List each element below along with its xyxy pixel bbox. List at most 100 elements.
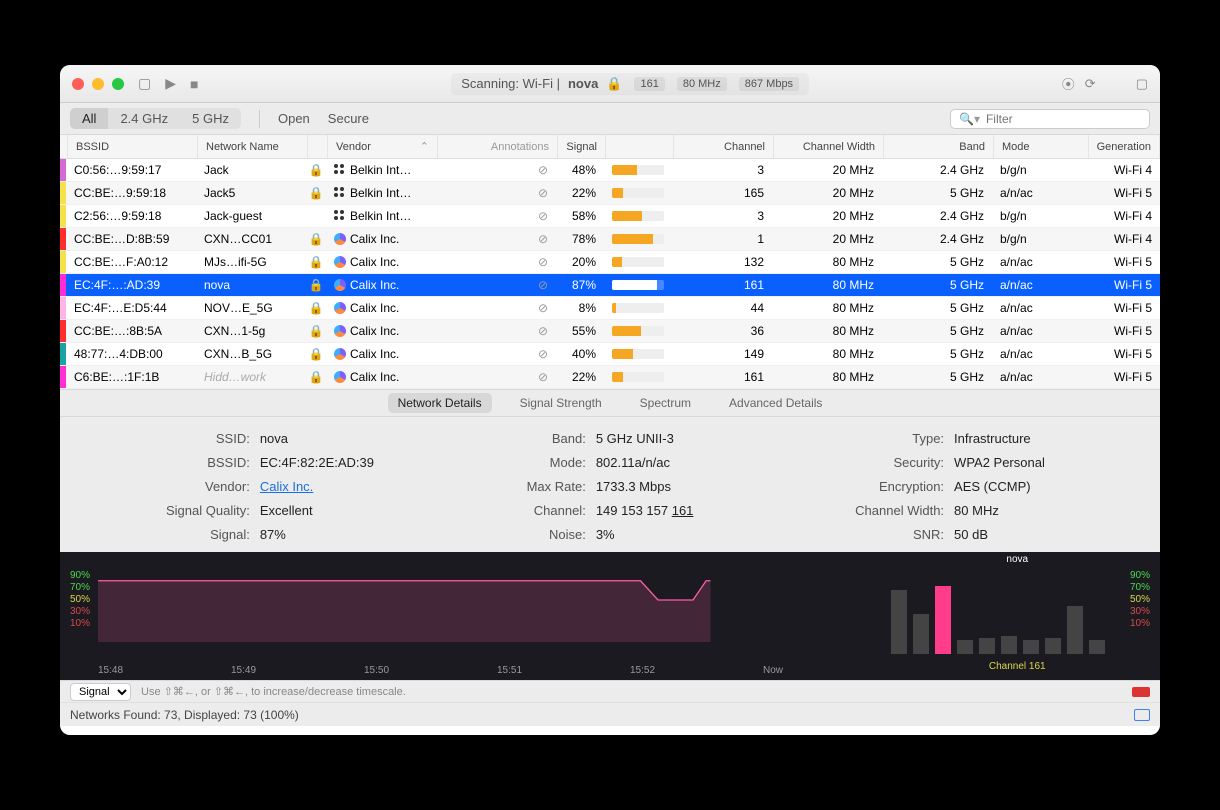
scan-status: Scanning: Wi-Fi | nova 🔒 161 80 MHz 867 …	[451, 73, 809, 95]
channel-bar	[1001, 636, 1017, 654]
table-row[interactable]: C0:56:…9:59:17Jack🔒 Belkin Int…⊘48%320 M…	[60, 159, 1160, 182]
cell-width: 20 MHz	[772, 186, 882, 200]
charts: 90% 70% 50% 30% 10% 15:4815:4915:5015:51…	[60, 552, 1160, 680]
zoom-button[interactable]	[112, 78, 124, 90]
header-Channel[interactable]: Channel	[674, 135, 774, 158]
detail-value: nova	[260, 431, 440, 446]
cell-bssid: CC:BE:…D:8B:59	[66, 232, 196, 246]
header-Vendor[interactable]: Vendor ⌃	[328, 135, 438, 158]
lock-icon: 🔒	[306, 324, 326, 338]
table-row[interactable]: CC:BE:…F:A0:12MJs…ifi-5G🔒 Calix Inc.⊘20%…	[60, 251, 1160, 274]
header-Mode[interactable]: Mode	[994, 135, 1089, 158]
cell-band: 5 GHz	[882, 324, 992, 338]
detail-key: Type:	[780, 431, 944, 446]
cell-channel: 165	[672, 186, 772, 200]
header-Channel Width[interactable]: Channel Width	[774, 135, 884, 158]
cell-network: NOV…E_5G	[196, 301, 306, 315]
channel-pill: 161	[634, 77, 664, 91]
filter-open[interactable]: Open	[278, 111, 310, 126]
cell-vendor: Calix Inc.	[326, 347, 436, 361]
header-Network Name[interactable]: Network Name	[198, 135, 308, 158]
lock-icon: 🔒	[306, 163, 326, 177]
cell-annotations: ⊘	[436, 255, 556, 269]
x-label: Now	[763, 665, 783, 676]
vendor-link[interactable]: Calix Inc.	[260, 479, 313, 494]
cell-channel: 132	[672, 255, 772, 269]
header-Annotations[interactable]: Annotations	[438, 135, 558, 158]
cell-annotations: ⊘	[436, 232, 556, 246]
stop-icon[interactable]: ■	[190, 76, 198, 92]
cell-mode: a/n/ac	[992, 301, 1087, 315]
cell-band: 2.4 GHz	[882, 232, 992, 246]
cell-mode: a/n/ac	[992, 347, 1087, 361]
detail-key: Vendor:	[100, 479, 250, 494]
panel-toggle-icon[interactable]: ▢	[1136, 76, 1148, 92]
detail-key: Band:	[440, 431, 586, 446]
divider	[259, 110, 260, 128]
detail-value: 87%	[260, 527, 440, 542]
cell-network: Hidd…work	[196, 370, 306, 384]
lock-icon: 🔒	[606, 76, 622, 92]
cell-width: 20 MHz	[772, 163, 882, 177]
titlebar: ▢ ▶ ■ Scanning: Wi-Fi | nova 🔒 161 80 MH…	[60, 65, 1160, 103]
cell-channel: 161	[672, 278, 772, 292]
detail-key: Max Rate:	[440, 479, 586, 494]
cell-bssid: EC:4F:…:AD:39	[66, 278, 196, 292]
header-BSSID[interactable]: BSSID	[68, 135, 198, 158]
search-box[interactable]: 🔍▾	[950, 109, 1150, 129]
tab-signal-strength[interactable]: Signal Strength	[510, 393, 612, 413]
status-network: nova	[568, 76, 598, 91]
cell-generation: Wi-Fi 5	[1087, 301, 1160, 315]
channel-bar	[1067, 606, 1083, 654]
header-Band[interactable]: Band	[884, 135, 994, 158]
segment-2.4-ghz[interactable]: 2.4 GHz	[108, 108, 180, 129]
cell-vendor: Calix Inc.	[326, 255, 436, 269]
table-row[interactable]: C2:56:…9:59:18Jack-guest Belkin Int…⊘58%…	[60, 205, 1160, 228]
close-button[interactable]	[72, 78, 84, 90]
table-row[interactable]: EC:4F:…:AD:39nova🔒 Calix Inc.⊘87%16180 M…	[60, 274, 1160, 297]
cell-annotations: ⊘	[436, 278, 556, 292]
detail-tabs: Network Details Signal Strength Spectrum Ad…	[60, 389, 1160, 417]
view-toggle-icon[interactable]	[1134, 709, 1150, 721]
search-input[interactable]	[986, 112, 1141, 126]
cell-bssid: CC:BE:…9:59:18	[66, 186, 196, 200]
signal-icon[interactable]: ⦿	[1062, 74, 1075, 93]
cell-generation: Wi-Fi 5	[1087, 324, 1160, 338]
tab-network-details[interactable]: Network Details	[388, 393, 492, 413]
segment-all[interactable]: All	[70, 108, 108, 129]
cell-signal: 8%	[556, 301, 604, 315]
filter-secure[interactable]: Secure	[328, 111, 369, 126]
table-row[interactable]: CC:BE:…D:8B:59CXN…CC01🔒 Calix Inc.⊘78%12…	[60, 228, 1160, 251]
status-text: Scanning: Wi-Fi |	[461, 76, 560, 91]
cell-generation: Wi-Fi 5	[1087, 370, 1160, 384]
cell-network: Jack	[196, 163, 306, 177]
segment-5-ghz[interactable]: 5 GHz	[180, 108, 241, 129]
header-Generation[interactable]: Generation	[1089, 135, 1160, 158]
detail-key: SNR:	[780, 527, 944, 542]
cell-annotations: ⊘	[436, 301, 556, 315]
table-row[interactable]: CC:BE:…9:59:18Jack5🔒 Belkin Int…⊘22%1652…	[60, 182, 1160, 205]
table-row[interactable]: CC:BE:…:8B:5ACXN…1-5g🔒 Calix Inc.⊘55%368…	[60, 320, 1160, 343]
table-row[interactable]: 48:77:…4:DB:00CXN…B_5G🔒 Calix Inc.⊘40%14…	[60, 343, 1160, 366]
cell-width: 80 MHz	[772, 278, 882, 292]
header-col2[interactable]	[308, 135, 328, 158]
cell-vendor: Calix Inc.	[326, 278, 436, 292]
detail-key: Mode:	[440, 455, 586, 470]
cell-channel: 44	[672, 301, 772, 315]
header-col6[interactable]	[606, 135, 674, 158]
chart-mode-select[interactable]: Signal	[70, 683, 131, 701]
cell-network: Jack5	[196, 186, 306, 200]
band-segment[interactable]: All2.4 GHz5 GHz	[70, 108, 241, 129]
lock-icon: 🔒	[306, 232, 326, 246]
play-icon[interactable]: ▶	[165, 75, 176, 92]
lock-icon: 🔒	[306, 278, 326, 292]
header-Signal[interactable]: Signal	[558, 135, 606, 158]
tab-spectrum[interactable]: Spectrum	[630, 393, 701, 413]
sidebar-toggle-icon[interactable]: ▢	[138, 75, 151, 92]
channel-bar	[1089, 640, 1105, 654]
tab-advanced-details[interactable]: Advanced Details	[719, 393, 832, 413]
cell-mode: b/g/n	[992, 232, 1087, 246]
table-row[interactable]: EC:4F:…E:D5:44NOV…E_5G🔒 Calix Inc.⊘8%448…	[60, 297, 1160, 320]
table-row[interactable]: C6:BE:…:1F:1BHidd…work🔒 Calix Inc.⊘22%16…	[60, 366, 1160, 389]
minimize-button[interactable]	[92, 78, 104, 90]
